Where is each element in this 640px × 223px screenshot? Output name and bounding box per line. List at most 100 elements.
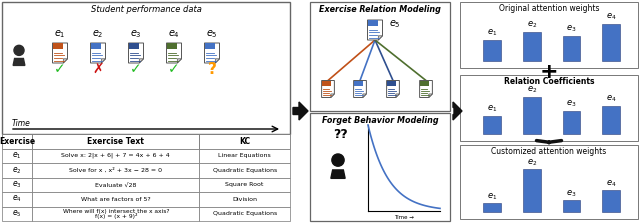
Text: Exercise Relation Modeling: Exercise Relation Modeling — [319, 5, 441, 14]
Bar — [199, 149, 290, 163]
Bar — [32, 206, 199, 221]
Bar — [483, 40, 501, 61]
Text: $e_5$: $e_5$ — [389, 18, 401, 30]
Text: Evaluate √28: Evaluate √28 — [95, 182, 136, 187]
Bar — [420, 81, 429, 86]
Polygon shape — [331, 94, 334, 97]
Bar — [2, 149, 32, 163]
Text: Division: Division — [232, 197, 257, 202]
Text: ✓: ✓ — [54, 62, 66, 76]
Text: $e_1$: $e_1$ — [487, 28, 497, 38]
Bar — [52, 43, 63, 49]
Bar — [387, 81, 396, 86]
Bar — [205, 43, 215, 49]
Text: $e_2$: $e_2$ — [527, 20, 537, 30]
Bar — [460, 145, 638, 219]
Text: Quadratic Equations: Quadratic Equations — [212, 168, 276, 173]
Polygon shape — [129, 43, 143, 63]
Bar — [166, 43, 177, 49]
Text: $e_4$: $e_4$ — [606, 178, 616, 189]
Polygon shape — [215, 59, 220, 63]
Text: Solve x: 2|x + 6| + 7 = 4x + 6 + 4: Solve x: 2|x + 6| + 7 = 4x + 6 + 4 — [61, 153, 170, 159]
Text: ??: ?? — [333, 128, 348, 141]
Polygon shape — [322, 81, 334, 97]
Text: ✗: ✗ — [92, 62, 104, 76]
Polygon shape — [378, 36, 383, 40]
Bar — [523, 97, 541, 134]
Text: ✓: ✓ — [168, 62, 180, 76]
Polygon shape — [177, 59, 182, 63]
Text: $e_2$: $e_2$ — [92, 28, 104, 40]
Text: ?: ? — [207, 62, 216, 76]
Bar — [32, 192, 199, 206]
Text: Relation Coefficients: Relation Coefficients — [504, 77, 595, 86]
Bar — [563, 36, 580, 61]
Polygon shape — [90, 43, 106, 63]
Bar — [199, 134, 290, 149]
Bar — [32, 163, 199, 178]
Bar — [2, 206, 32, 221]
Bar — [367, 20, 378, 26]
Bar — [354, 81, 363, 86]
Text: $e_2$: $e_2$ — [527, 85, 537, 95]
Bar — [2, 2, 290, 134]
Text: f(x) = (x + 9)²: f(x) = (x + 9)² — [95, 213, 137, 219]
Text: Original attention weights: Original attention weights — [499, 4, 599, 13]
Text: Where will f(x) intersect the x axis?: Where will f(x) intersect the x axis? — [63, 209, 169, 214]
Circle shape — [14, 45, 24, 55]
Bar — [310, 113, 450, 221]
Polygon shape — [420, 81, 433, 97]
Bar — [199, 206, 290, 221]
Polygon shape — [429, 94, 433, 97]
Polygon shape — [140, 59, 143, 63]
Bar — [32, 134, 199, 149]
Text: $e_2$: $e_2$ — [12, 165, 22, 176]
Bar — [602, 190, 620, 212]
Text: Exercise Text: Exercise Text — [87, 137, 144, 146]
Text: $e_3$: $e_3$ — [566, 99, 577, 109]
Bar — [199, 163, 290, 178]
Text: $e_1$: $e_1$ — [487, 103, 497, 114]
Polygon shape — [52, 43, 67, 63]
Text: $e_4$: $e_4$ — [606, 93, 616, 104]
Bar — [32, 149, 199, 163]
Bar — [199, 192, 290, 206]
Polygon shape — [331, 170, 345, 178]
Bar — [460, 75, 638, 141]
Text: $e_1$: $e_1$ — [12, 151, 22, 161]
Bar — [2, 192, 32, 206]
Text: KC: KC — [239, 137, 250, 146]
Bar — [602, 24, 620, 61]
Text: $e_3$: $e_3$ — [130, 28, 142, 40]
Text: Exercise: Exercise — [0, 137, 35, 146]
Bar — [602, 105, 620, 134]
Bar — [2, 178, 32, 192]
Text: Quadratic Equations: Quadratic Equations — [212, 211, 276, 216]
Circle shape — [332, 154, 344, 166]
Bar — [2, 163, 32, 178]
Text: $e_5$: $e_5$ — [206, 28, 218, 40]
Text: What are factors of 5?: What are factors of 5? — [81, 197, 150, 202]
Text: $e_4$: $e_4$ — [606, 12, 616, 22]
Text: Linear Equations: Linear Equations — [218, 153, 271, 158]
Text: Student performance data: Student performance data — [91, 5, 202, 14]
Text: Time →: Time → — [394, 215, 414, 220]
Polygon shape — [396, 94, 399, 97]
Bar — [32, 178, 199, 192]
Polygon shape — [63, 59, 67, 63]
Bar — [523, 169, 541, 212]
Polygon shape — [387, 81, 399, 97]
Bar — [483, 116, 501, 134]
Text: ✓: ✓ — [130, 62, 142, 76]
Text: Customized attention weights: Customized attention weights — [492, 147, 607, 156]
Text: $e_4$: $e_4$ — [12, 194, 22, 204]
Text: $e_3$: $e_3$ — [12, 180, 22, 190]
Polygon shape — [13, 58, 25, 65]
Text: Square Root: Square Root — [225, 182, 264, 187]
Bar — [310, 2, 450, 111]
Bar — [199, 178, 290, 192]
Polygon shape — [166, 43, 182, 63]
Text: $e_4$: $e_4$ — [168, 28, 180, 40]
Bar — [483, 203, 501, 212]
Polygon shape — [354, 81, 366, 97]
